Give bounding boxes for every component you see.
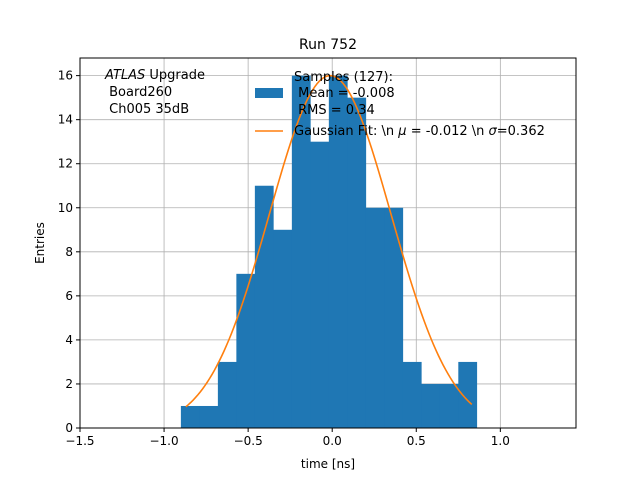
histogram-bar xyxy=(384,207,404,428)
histogram-bar xyxy=(273,229,293,428)
histogram-bar xyxy=(310,141,330,428)
y-tick-label: 10 xyxy=(58,201,73,215)
histogram-bar xyxy=(402,361,422,428)
gaussian-fit-curve xyxy=(185,74,473,408)
annotation-line-2: Board260 xyxy=(105,85,172,100)
y-tick-label: 0 xyxy=(65,421,73,435)
legend-fit-label: Gaussian Fit: \n μ = -0.012 \n σ=0.362 xyxy=(294,124,545,139)
chart-title: Run 752 xyxy=(299,37,357,53)
histogram-bars xyxy=(180,75,478,429)
histogram-bar xyxy=(439,383,459,428)
histogram-bar xyxy=(458,361,478,428)
fit-layer xyxy=(185,74,473,408)
y-tick-label: 14 xyxy=(58,113,73,127)
histogram-bar xyxy=(254,185,274,428)
histogram-bar xyxy=(421,383,441,428)
annotation-line-3: Ch005 35dB xyxy=(105,102,189,117)
x-tick-label: 1.0 xyxy=(491,434,510,448)
histogram-bar xyxy=(291,75,311,428)
y-tick-label: 2 xyxy=(65,377,73,391)
x-tick-label: 0.5 xyxy=(407,434,426,448)
x-tick-label: −1.5 xyxy=(65,434,94,448)
y-axis-label: Entries xyxy=(33,222,47,264)
histogram-bar xyxy=(347,97,367,429)
legend-hist-line-3: RMS = 0.34 xyxy=(294,103,375,118)
annotation-line-1: ATLAS Upgrade xyxy=(104,68,205,83)
histogram-bar xyxy=(180,405,200,428)
x-axis-label: time [ns] xyxy=(301,457,355,471)
x-tick-label: 0.0 xyxy=(323,434,342,448)
y-tick-label: 6 xyxy=(65,289,73,303)
legend-hist-line-1: Samples (127): xyxy=(294,70,393,85)
axes-frame xyxy=(79,57,577,429)
histogram-bar xyxy=(328,75,348,428)
histogram-bar xyxy=(217,361,237,428)
y-tick-label: 12 xyxy=(58,157,73,171)
atlas-annotation: ATLAS Upgrade Board260 Ch005 35dB xyxy=(104,68,205,117)
y-tick-label: 16 xyxy=(58,69,73,83)
y-tick-label: 8 xyxy=(65,245,73,259)
x-axis-ticks: −1.5 −1.0 −0.5 0.0 0.5 1.0 xyxy=(65,428,510,448)
histogram-bar xyxy=(365,207,385,428)
y-tick-label: 4 xyxy=(65,333,73,347)
legend-hist-swatch xyxy=(255,88,283,98)
x-tick-label: −1.0 xyxy=(149,434,178,448)
histogram-bar xyxy=(199,405,219,428)
legend: Samples (127): Mean = -0.008 RMS = 0.34 … xyxy=(255,70,545,139)
legend-hist-line-2: Mean = -0.008 xyxy=(294,86,395,101)
y-axis-ticks: 0 2 4 6 8 10 12 14 16 xyxy=(58,69,80,435)
histogram-bar xyxy=(236,273,256,428)
x-tick-label: −0.5 xyxy=(234,434,263,448)
